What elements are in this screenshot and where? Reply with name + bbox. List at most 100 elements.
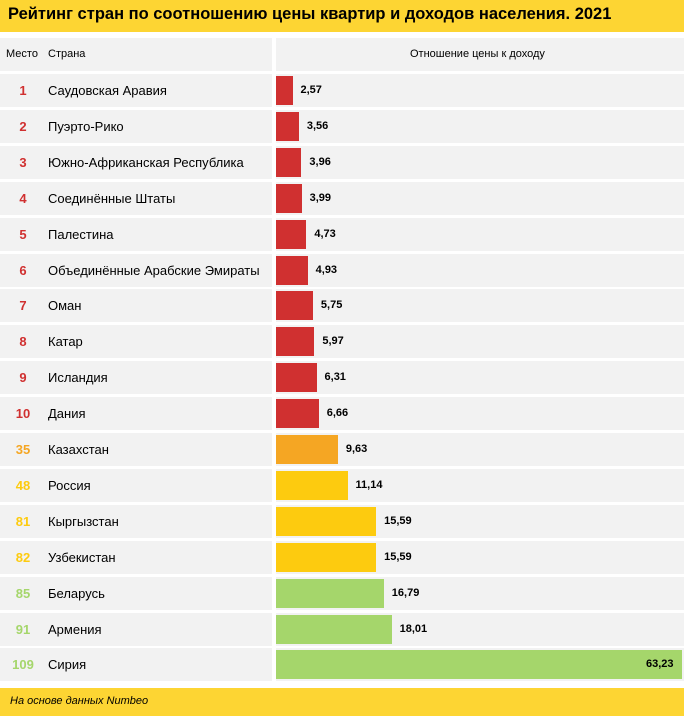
rank-label: 48 (15, 477, 31, 493)
country-label: Казахстан (48, 442, 109, 457)
bar-track (276, 109, 684, 143)
rank-label: 2 (19, 118, 27, 134)
value-label: 16,79 (391, 586, 420, 599)
value-label: 6,66 (326, 407, 349, 420)
rank-label: 9 (19, 370, 27, 386)
row-background (0, 612, 272, 646)
country-label: Пуэрто-Рико (48, 118, 124, 134)
row-background (0, 576, 272, 610)
row-background (0, 397, 272, 431)
bar (276, 614, 392, 644)
country-label: Дания (48, 406, 86, 422)
row-background (0, 181, 272, 215)
country-label: Соединённые Штаты (48, 190, 176, 206)
row-background (0, 217, 272, 251)
title-bar: Рейтинг стран по соотношению цены кварти… (0, 0, 684, 32)
value-label: 63,23 (646, 658, 674, 671)
country-label: Исландия (48, 370, 108, 386)
row-background (0, 468, 272, 502)
bar (276, 147, 302, 177)
rank-label: 7 (19, 298, 27, 314)
header-left (0, 38, 272, 71)
country-label: Россия (48, 477, 91, 493)
rank-label: 85 (15, 585, 31, 601)
row-background (0, 253, 272, 287)
rank-label: 35 (15, 442, 31, 457)
header-ratio: Отношение цены к доходу (410, 48, 545, 60)
row-background (0, 433, 272, 466)
row-background (0, 648, 272, 682)
value-label: 3,56 (306, 119, 329, 132)
row-background (0, 289, 272, 323)
country-label: Армения (48, 621, 102, 637)
bar-track (276, 325, 684, 359)
value-label: 2,57 (300, 84, 322, 96)
bar-track (276, 181, 684, 215)
value-label: 6,31 (324, 371, 346, 384)
rank-label: 81 (15, 513, 31, 529)
rank-label: 5 (19, 226, 27, 242)
rank-label: 6 (19, 262, 27, 278)
value-label: 3,99 (309, 191, 332, 204)
bar-track (276, 253, 684, 287)
country-label: Палестина (48, 226, 114, 242)
country-label: Беларусь (48, 585, 105, 601)
rank-label: 91 (15, 621, 31, 637)
country-label: Узбекистан (48, 549, 116, 565)
bar-track (276, 145, 684, 179)
chart-title: Рейтинг стран по соотношению цены кварти… (8, 5, 612, 23)
bar (276, 506, 377, 536)
row-background (0, 325, 272, 359)
row-background (0, 504, 272, 538)
country-label: Саудовская Аравия (48, 83, 167, 98)
rank-label: 10 (15, 406, 31, 422)
value-label: 4,73 (314, 227, 336, 240)
bar (276, 255, 308, 285)
rank-label: 82 (15, 549, 31, 565)
value-label: 4,93 (315, 263, 338, 276)
bar (276, 542, 377, 572)
bar (276, 183, 302, 213)
bar-track (276, 433, 684, 466)
row-background (0, 540, 272, 574)
row-background (0, 109, 272, 143)
value-label: 15,59 (384, 550, 412, 563)
country-label: Южно-Африканская Республика (48, 154, 244, 170)
bar (276, 76, 293, 105)
value-label: 9,63 (345, 443, 368, 455)
header-right (276, 38, 684, 71)
bar (276, 327, 315, 357)
bar (276, 578, 384, 608)
country-label: Оман (48, 298, 82, 314)
bar (276, 363, 317, 393)
value-label: 5,97 (322, 335, 344, 348)
bar (276, 219, 307, 249)
bar (276, 399, 319, 429)
country-label: Катар (48, 334, 83, 350)
bar-track (276, 361, 684, 395)
footer-bar: На основе данных Numbeo (0, 688, 684, 716)
country-label: Сирия (48, 657, 87, 673)
bar (276, 650, 682, 680)
bar-track (276, 289, 684, 323)
value-label: 3,96 (309, 155, 331, 168)
value-label: 11,14 (355, 478, 383, 491)
header-rank: Место (6, 48, 38, 60)
value-label: 18,01 (399, 622, 428, 635)
rank-label: 8 (19, 334, 27, 350)
rank-label: 3 (19, 154, 27, 170)
country-label: Кыргызстан (48, 513, 119, 529)
header-country: Страна (48, 48, 86, 60)
country-label: Объединённые Арабские Эмираты (48, 262, 260, 278)
bar (276, 111, 299, 141)
rank-label: 4 (19, 190, 27, 206)
bar-track (276, 74, 684, 107)
bar-track (276, 397, 684, 431)
source-note: На основе данных Numbeo (10, 695, 149, 707)
row-background (0, 361, 272, 395)
row-background (0, 74, 272, 107)
bar (276, 291, 313, 321)
rank-label: 109 (12, 657, 34, 673)
bar (276, 470, 348, 500)
bar-track (276, 217, 684, 251)
